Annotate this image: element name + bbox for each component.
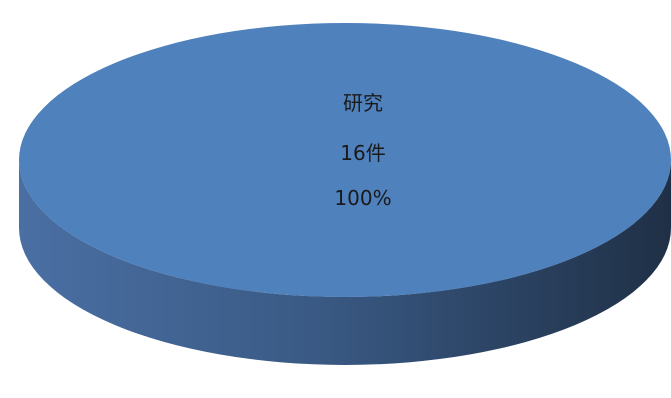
slice-labels: 研究 16件 100% (334, 91, 391, 210)
slice-category-label: 研究 (343, 91, 383, 115)
pie-slice (19, 23, 671, 297)
pie-slice-side (19, 160, 671, 365)
slice-count-label: 16件 (340, 141, 385, 165)
slice-percent-label: 100% (334, 186, 391, 210)
